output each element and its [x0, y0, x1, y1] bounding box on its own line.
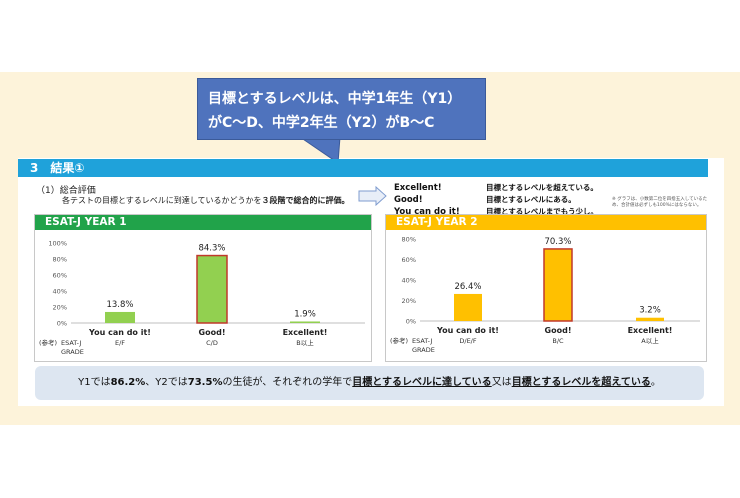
- y-tick-label: 20%: [402, 297, 416, 305]
- bar-value-label: 26.4%: [454, 282, 481, 292]
- category-label: Good!: [545, 326, 572, 335]
- summary-part: 、Y2では: [145, 377, 188, 388]
- callout-line-2: がC〜D、中学2年生（Y2）がB〜C: [208, 115, 435, 131]
- legend-desc: 目標とするレベルまでもう少し。: [486, 207, 599, 216]
- grade-label: A以上: [641, 336, 659, 345]
- callout-box: 目標とするレベルは、中学1年生（Y1） がC〜D、中学2年生（Y2）がB〜C: [197, 78, 486, 140]
- bar-value-label: 84.3%: [198, 244, 225, 254]
- legend-key: Good!: [394, 195, 423, 205]
- y-tick-label: 80%: [402, 236, 416, 244]
- subheading-desc: 各テストの目標とするレベルに到達しているかどうかを３段階で総合的に評価。: [62, 195, 350, 206]
- category-label: Excellent!: [628, 326, 673, 335]
- bar-value-label: 70.3%: [544, 237, 571, 247]
- subheading-label: （1）総合評価: [36, 186, 96, 196]
- category-label: You can do it!: [436, 326, 499, 335]
- summary-value-y1: 86.2%: [110, 377, 146, 388]
- bar-chart-year2: 0% 20% 40% 60% 80% 26.4% You can do it! D/E/F 70…: [390, 236, 700, 354]
- bar: [105, 311, 135, 323]
- bar-value-label: 13.8%: [106, 300, 133, 310]
- summary-underline-1: 目標とするレベルに達している: [352, 377, 492, 388]
- callout-line-1: 目標とするレベルは、中学1年生（Y1）: [208, 91, 462, 107]
- bar: [543, 248, 573, 322]
- legend-row: You can do it! 目標とするレベルまでもう少し。: [394, 206, 598, 218]
- y-tick-label: 100%: [48, 240, 67, 248]
- bar-chart-year1: 0% 20% 40% 60% 80% 100% 13.8% You can do it! E/F…: [39, 240, 365, 356]
- legend-key: Excellent!: [394, 183, 442, 193]
- subheading-desc-bold: ３段階で総合的に評価。: [261, 196, 350, 205]
- y-tick-label: 40%: [402, 277, 416, 285]
- y-tick-label: 0%: [406, 318, 416, 326]
- category-label: Good!: [199, 328, 226, 337]
- y-tick-label: 40%: [53, 288, 67, 296]
- summary-part: Y1では: [78, 377, 111, 388]
- bar: [196, 254, 228, 324]
- section-title: 3 結果①: [30, 161, 85, 175]
- chart-panel-year2: ESAT-J YEAR 2 0% 20% 40% 60% 80% 26.4% You can…: [385, 214, 707, 362]
- summary-underline-2: 目標とするレベルを超えている: [511, 377, 651, 388]
- grade-esat-label: ESAT-J: [412, 337, 432, 345]
- chart-panel-year1: ESAT-J YEAR 1 0% 20% 40% 60% 80% 100% 13.8% You…: [34, 214, 372, 362]
- legend-row: Good! 目標とするレベルにある。: [394, 194, 598, 206]
- section-header-bar: [18, 159, 708, 177]
- chart-title-year2: ESAT-J YEAR 2: [386, 215, 706, 230]
- grade-label: D/E/F: [459, 337, 476, 345]
- legend: Excellent! 目標とするレベルを超えている。 Good! 目標とするレベルに…: [394, 182, 598, 218]
- summary-text: Y1では86.2%、Y2では73.5%の生徒が、それぞれの学年で目標とするレベル…: [35, 366, 704, 400]
- summary-part: の生徒が、それぞれの学年で: [222, 377, 353, 388]
- grade-esat-label: ESAT-J: [61, 339, 81, 347]
- subheading-desc-prefix: 各テストの目標とするレベルに到達しているかどうかを: [62, 196, 262, 205]
- grade-label: E/F: [115, 339, 125, 347]
- bar: [290, 321, 320, 323]
- grade-ref-label: (参考): [39, 338, 57, 347]
- grade-grade-label: GRADE: [61, 348, 84, 356]
- chart-title-year1: ESAT-J YEAR 1: [35, 215, 371, 230]
- summary-part: 。: [650, 377, 661, 388]
- legend-desc: 目標とするレベルを超えている。: [486, 183, 598, 192]
- footnote: ※ グラフは、小数第二位を四捨五入しているため、合計値は必ずしも100%にはなら…: [612, 197, 708, 208]
- y-tick-label: 20%: [53, 304, 67, 312]
- grade-ref-label: (参考): [390, 336, 408, 345]
- right-arrow-icon: [358, 186, 387, 206]
- y-tick-label: 60%: [402, 256, 416, 264]
- summary-box: Y1では86.2%、Y2では73.5%の生徒が、それぞれの学年で目標とするレベル…: [35, 366, 704, 400]
- grade-label: B以上: [296, 338, 314, 347]
- legend-row: Excellent! 目標とするレベルを超えている。: [394, 182, 598, 194]
- bar: [636, 317, 664, 321]
- legend-desc: 目標とするレベルにある。: [486, 195, 576, 204]
- summary-part: 又は: [491, 377, 512, 388]
- category-label: You can do it!: [88, 328, 151, 337]
- category-label: Excellent!: [283, 328, 328, 337]
- bar-value-label: 1.9%: [294, 309, 316, 319]
- y-tick-label: 80%: [53, 256, 67, 264]
- y-tick-label: 60%: [53, 272, 67, 280]
- bar-value-label: 3.2%: [639, 306, 661, 316]
- grade-label: B/C: [552, 337, 564, 345]
- legend-key: You can do it!: [394, 207, 460, 217]
- summary-value-y2: 73.5%: [187, 377, 223, 388]
- y-tick-label: 0%: [57, 320, 67, 328]
- bar: [454, 293, 482, 321]
- grade-label: C/D: [206, 339, 218, 347]
- grade-grade-label: GRADE: [412, 346, 435, 354]
